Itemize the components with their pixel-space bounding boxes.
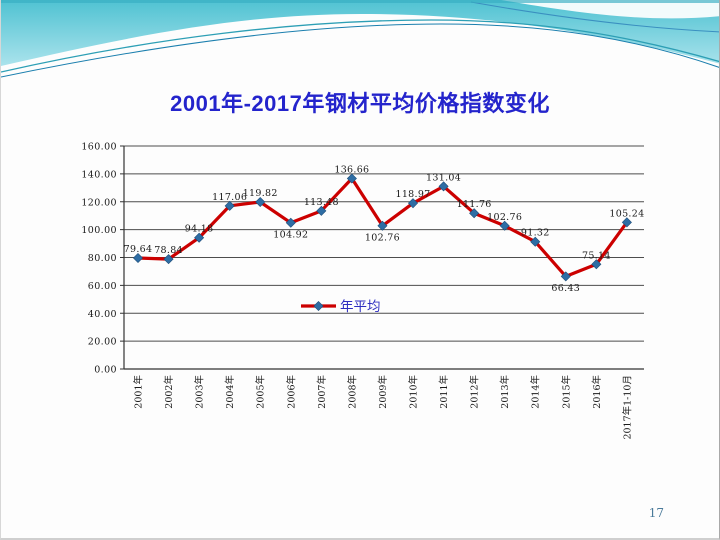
data-label: 94.18: [185, 224, 214, 235]
top-edge-strip: [1, 0, 719, 3]
data-point-marker: [499, 220, 510, 231]
data-label: 117.06: [212, 192, 247, 203]
data-point-marker: [621, 217, 632, 228]
x-axis-label: 2016年: [591, 375, 603, 409]
x-axis-label: 2011年: [438, 375, 450, 409]
x-axis-label: 2013年: [499, 375, 511, 409]
y-axis-label: 100.00: [81, 225, 117, 236]
x-axis-label: 2012年: [469, 375, 481, 409]
data-label: 66.43: [551, 283, 580, 294]
y-axis-label: 80.00: [88, 253, 117, 264]
data-point-marker: [346, 173, 357, 184]
data-point-marker: [163, 254, 174, 265]
y-axis-label: 160.00: [81, 142, 117, 153]
wave-line-1: [1, 19, 719, 73]
data-label: 75.14: [582, 250, 611, 261]
header-wave-decoration: [1, 0, 719, 78]
x-axis-label: 2010年: [408, 375, 420, 409]
y-axis-label: 20.00: [88, 337, 117, 348]
data-label: 79.64: [124, 244, 153, 255]
y-axis-label: 60.00: [88, 281, 117, 292]
data-point-marker: [255, 196, 266, 208]
data-label: 91.32: [521, 228, 550, 239]
x-axis-label: 2015年: [560, 375, 572, 409]
y-axis-label: 120.00: [81, 197, 117, 208]
legend-marker-sample: [313, 300, 324, 312]
data-label: 119.82: [243, 188, 278, 199]
data-label: 131.04: [426, 172, 461, 183]
x-axis-label: 2006年: [285, 375, 297, 409]
data-label: 105.24: [609, 208, 644, 219]
data-point-marker: [132, 252, 144, 264]
data-point-marker: [194, 232, 205, 243]
data-point-marker: [316, 205, 327, 216]
x-axis-label: 2007年: [316, 375, 328, 409]
data-point-marker: [469, 208, 480, 219]
data-point-marker: [591, 259, 602, 270]
x-axis-label: 2005年: [255, 375, 267, 409]
x-axis-label: 2009年: [377, 375, 389, 409]
wave-band: [1, 0, 719, 66]
wave-corner-highlight: [501, 0, 719, 19]
data-label: 104.92: [273, 229, 308, 240]
x-axis-label: 2003年: [194, 375, 206, 409]
y-axis-label: 0.00: [94, 365, 117, 376]
data-point-marker: [530, 236, 541, 247]
x-axis-label: 2017年1-10月: [621, 375, 633, 440]
y-axis-label: 40.00: [88, 309, 117, 320]
data-label: 136.66: [334, 165, 369, 176]
data-label: 102.76: [487, 212, 522, 223]
x-axis-label: 2014年: [530, 375, 542, 409]
slide-title: 2001年-2017年钢材平均价格指数变化: [170, 91, 550, 116]
data-point-marker: [438, 181, 449, 192]
wave-line-2: [1, 23, 719, 78]
x-axis-label: 2001年: [133, 375, 145, 409]
data-point-marker: [560, 271, 571, 282]
x-axis-label: 2004年: [224, 375, 236, 409]
data-point-marker: [224, 200, 235, 211]
x-axis-label: 2008年: [346, 375, 358, 409]
legend-label: 年平均: [340, 299, 381, 315]
data-label: 113.48: [304, 197, 339, 208]
data-point-marker: [407, 198, 419, 209]
data-label: 118.97: [395, 189, 430, 200]
page-number: 17: [648, 506, 664, 520]
x-axis-label: 2002年: [163, 375, 175, 409]
data-label: 78.84: [154, 245, 183, 256]
y-axis-label: 140.00: [81, 169, 117, 180]
data-point-marker: [285, 217, 296, 228]
wave-line-3: [470, 1, 719, 33]
data-label: 111.76: [457, 199, 492, 210]
data-point-marker: [377, 220, 388, 231]
data-label: 102.76: [365, 232, 400, 243]
